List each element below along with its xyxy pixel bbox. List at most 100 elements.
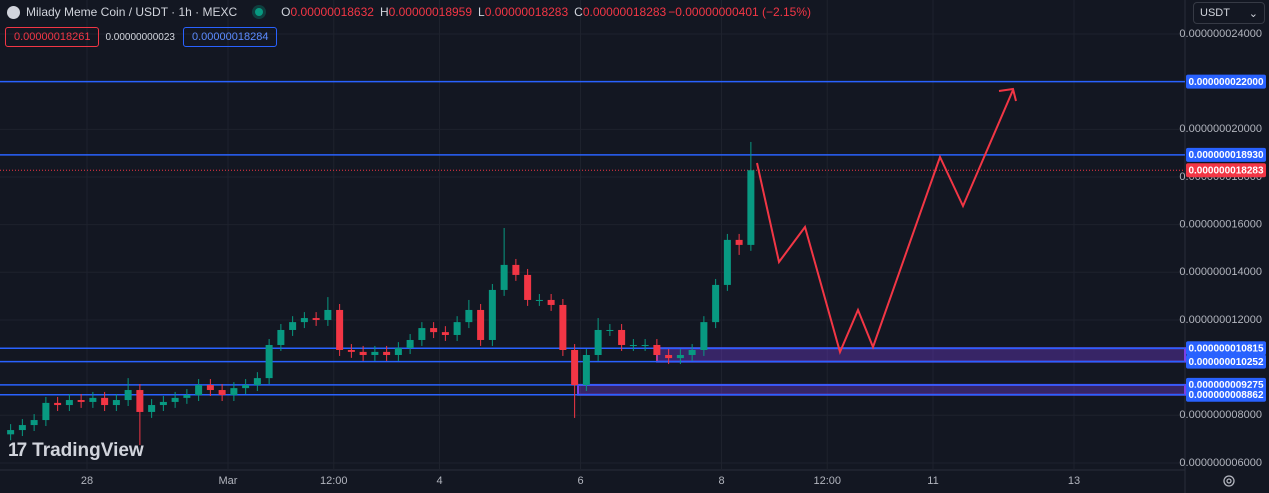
candle-body [312,318,320,320]
candle-body [289,322,297,330]
candle-body [383,351,391,355]
candle-body [594,329,602,355]
candle-body [171,397,179,402]
brand-mark: 17 [8,440,27,461]
candle-body [453,322,461,335]
gear-center [1226,478,1232,484]
candle-body [77,400,85,402]
arrow-head [998,87,1017,102]
y-tick-label: 0.000000024000 [1179,28,1262,40]
x-tick-label: 11 [927,475,938,487]
candle-body [571,349,579,386]
change: −0.00000000401 (−2.15%) [668,5,812,19]
candle-body [618,329,626,345]
candle-body [206,385,214,391]
y-tick-label: 0.000000006000 [1179,457,1262,469]
candle-body [723,239,731,285]
ohlc-key: H [379,5,389,19]
candle-body [641,344,649,346]
candle-body [606,329,614,331]
zone [577,383,1186,396]
last-price-label: 0.000000018283 [1188,165,1264,176]
market-status [255,8,264,16]
candle-body [300,318,308,323]
level-label: 0.000000008862 [1188,390,1264,401]
y-tick-label: 0.000000016000 [1179,219,1262,231]
currency: USDT [1200,7,1230,19]
candle-body [371,351,379,355]
gear[interactable] [1223,475,1235,487]
level-label: 0.000000010815 [1188,343,1264,354]
candle-body [18,425,26,431]
level-label: 0.000000009275 [1188,380,1264,391]
x-tick-label: 12:00 [320,475,348,487]
y-tick-label: 0.000000012000 [1179,314,1262,326]
candle-body [136,390,144,412]
grid [0,0,1185,470]
candle-body [500,264,508,290]
x-tick-label: 4 [436,475,442,487]
candle-body [465,309,473,323]
level-label: 0.000000010252 [1188,357,1264,368]
candle-body [582,354,590,386]
candle-body [547,299,555,305]
y-tick-label: 0.000000008000 [1179,409,1262,421]
candle-body [688,349,696,355]
levels [0,80,1185,396]
symbol-title[interactable]: Milady Meme Coin / USDT · 1h · MEXC [26,5,238,19]
candle-body [747,170,755,245]
candle-body [230,388,238,396]
y-tick-label: 0.000000014000 [1179,266,1262,278]
candle-body [559,304,567,350]
candle-body [218,390,226,396]
candle-body [406,339,414,349]
x-tick-label: 6 [577,475,583,487]
brand-name: TradingView [32,440,144,461]
ohlc-value: 0.00000018959 [388,5,473,19]
candle-body [359,351,367,355]
candle-body [629,344,637,346]
trade-prices: 0.00000018261 0.00000000023 0.0000001828… [5,27,278,47]
candle-body [242,385,250,389]
candle-body [700,322,708,350]
x-tick-label: 13 [1068,475,1080,487]
candle-body [54,402,62,406]
candle-body [676,354,684,359]
candle-body [124,390,132,401]
ohlc-key: L [478,5,485,19]
candle-body [324,309,332,320]
candle-body [430,328,438,333]
ohlc-key: O [281,5,291,19]
candle-body [183,395,191,398]
buy-price[interactable]: 0.00000018284 [183,27,278,47]
candle-body [148,405,156,412]
symbol-header: Milady Meme Coin / USDT · 1h · MEXC O 0.0… [0,0,813,24]
candle-body [477,309,485,340]
sell-price[interactable]: 0.00000018261 [5,27,100,47]
candle-body [159,401,167,406]
candle-body [336,309,344,350]
candles [7,141,755,446]
candle-body [512,264,520,275]
candle-body [665,354,673,359]
x-tick-label: 28 [81,475,93,487]
last-price-tag [1186,163,1266,178]
currency-select[interactable]: USDT ⌄ [1193,2,1265,24]
candle-body [42,402,50,421]
projection [756,87,1017,356]
y-tick-label: 0.000000020000 [1179,123,1262,135]
candle-body [653,344,661,355]
candle-body [488,289,496,340]
candle-body [535,299,543,301]
candle-body [735,239,743,245]
candle-body [277,329,285,345]
settings-icon[interactable] [1223,475,1235,487]
candle-body [394,348,402,355]
candle-body [253,378,261,386]
candle-body [265,344,273,379]
level-tag [1186,387,1266,402]
candle-body [195,385,203,396]
projection-path [756,89,1014,356]
brand-logo: 17 TradingView [8,440,144,462]
